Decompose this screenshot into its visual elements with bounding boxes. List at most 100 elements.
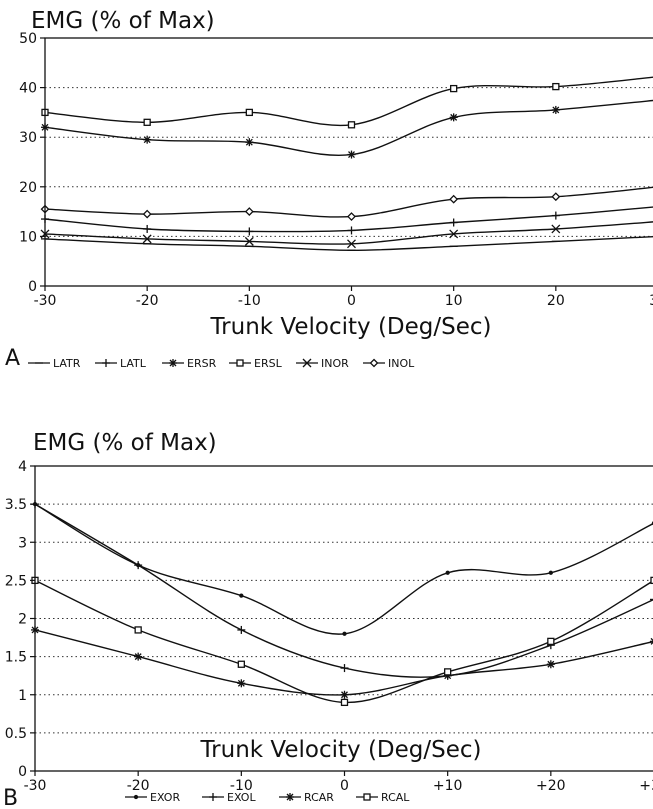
data-point-ersl [552,82,560,91]
legend-label: ERSL [254,357,283,370]
data-point-rcar [650,637,653,645]
chart-panel-a: EMG (% of Max) 0 10 20 30 40 50 -30 -20 -10 0 10 2… [5,8,653,371]
y-tick-label: 1.5 [5,650,27,666]
data-point-latl [449,218,458,227]
x-tick-label: 0 [347,293,356,309]
legend-marker [236,359,244,367]
data-point-rcal [134,626,142,634]
data-point-ersr [449,113,458,122]
data-point-exol [650,598,653,601]
y-tick-label: 0.5 [5,726,27,742]
data-point-rcar [340,690,349,699]
data-point-rcal [547,637,555,646]
data-point-rcar [134,652,143,661]
legend-label: INOR [321,357,349,370]
series-line-inol [44,186,653,218]
data-point-ersr [347,150,356,159]
y-tick-label: 0 [18,764,27,780]
data-point-exor [239,593,244,598]
data-point-latl [347,226,356,235]
data-point-exol [134,561,143,570]
x-tick-label: -20 [136,293,159,309]
y-tick-label: 30 [19,130,37,146]
data-point-latl [245,227,254,236]
chart-panel-b: EMG (% of Max) 0 0.5 1 1.5 2 2.5 3 3.5 4 -30 -20 -… [3,430,653,809]
legend-marker [369,358,379,368]
data-point-ersr [551,105,560,114]
data-point-exor [342,631,347,636]
x-tick-label: -10 [230,778,253,794]
series-line-exol [34,503,653,678]
data-point-exor [445,570,450,575]
legend-marker [302,358,312,368]
series-line-latl [44,206,653,233]
data-point-ersr [245,138,254,147]
x-tick-label: 0 [340,778,349,794]
panel-b-plot-frame [34,465,653,772]
legend-item-exor: EXOR [125,791,180,804]
panel-b-x-axis-title: Trunk Velocity (Deg/Sec) [200,737,482,763]
legend-label: EXOR [150,791,180,804]
panel-a-label: A [5,346,20,371]
y-tick-label: 20 [19,180,37,196]
panel-b-label: B [3,786,18,809]
y-tick-label: 2.5 [5,573,27,589]
data-point-inor [449,229,459,239]
legend-marker [102,359,110,367]
series-line-exor [34,503,653,635]
panel-a-x-axis-title: Trunk Velocity (Deg/Sec) [210,314,492,340]
legend-item-exol: EXOL [202,791,256,804]
y-tick-label: 3.5 [5,497,27,513]
panel-a-y-axis-title: EMG (% of Max) [31,8,215,34]
legend-item-latr: LATR [28,357,81,370]
data-point-ersr [143,135,152,144]
data-point-ersl [245,108,253,117]
legend-label: RCAL [381,791,410,804]
data-point-inol [347,212,356,221]
data-point-exol [340,664,349,673]
x-tick-label: -30 [34,293,57,309]
y-tick-label: 2 [18,612,27,628]
legend-label: LATR [53,357,81,370]
x-tick-label: -20 [127,778,150,794]
legend-marker [286,793,294,801]
x-tick-label: 30 [649,293,653,309]
legend-item-ersl: ERSL [229,357,283,370]
legend-marker [363,793,371,801]
legend-label: ERSR [187,357,217,370]
legend-item-rcar: RCAR [279,791,334,804]
data-point-rcal [444,668,452,676]
legend-label: RCAR [304,791,334,804]
panel-a-plot-frame [44,37,653,287]
data-point-inor [551,224,561,234]
legend-item-rcal: RCAL [356,791,410,804]
x-tick-label: -30 [24,778,47,794]
data-point-ersl [143,118,151,126]
legend-item-latl: LATL [95,357,147,370]
data-point-ersl [347,121,356,129]
data-point-inor [347,239,356,249]
data-point-rcal [237,660,245,668]
y-tick-label: 1 [18,688,27,704]
data-point-rcal [340,698,349,707]
y-tick-label: 50 [19,31,37,47]
x-tick-label: 20 [547,293,565,309]
legend-item-inol: INOL [363,357,415,370]
data-point-rcar [546,660,555,669]
legend-marker [133,794,139,800]
series-line-rcar [34,629,653,696]
y-tick-label: 40 [19,81,37,97]
data-point-inol [244,207,254,217]
x-tick-label: -10 [238,293,261,309]
data-point-exor [548,570,553,575]
legend-marker [169,359,177,367]
panel-b-y-axis-title: EMG (% of Max) [33,430,217,456]
data-point-rcal [650,576,653,585]
data-point-inor [142,234,152,244]
x-tick-label: 10 [445,293,463,309]
x-tick-label: +20 [536,778,566,794]
series-line-ersl [44,76,653,127]
y-tick-label: 4 [18,459,27,475]
data-point-exol [237,625,246,634]
